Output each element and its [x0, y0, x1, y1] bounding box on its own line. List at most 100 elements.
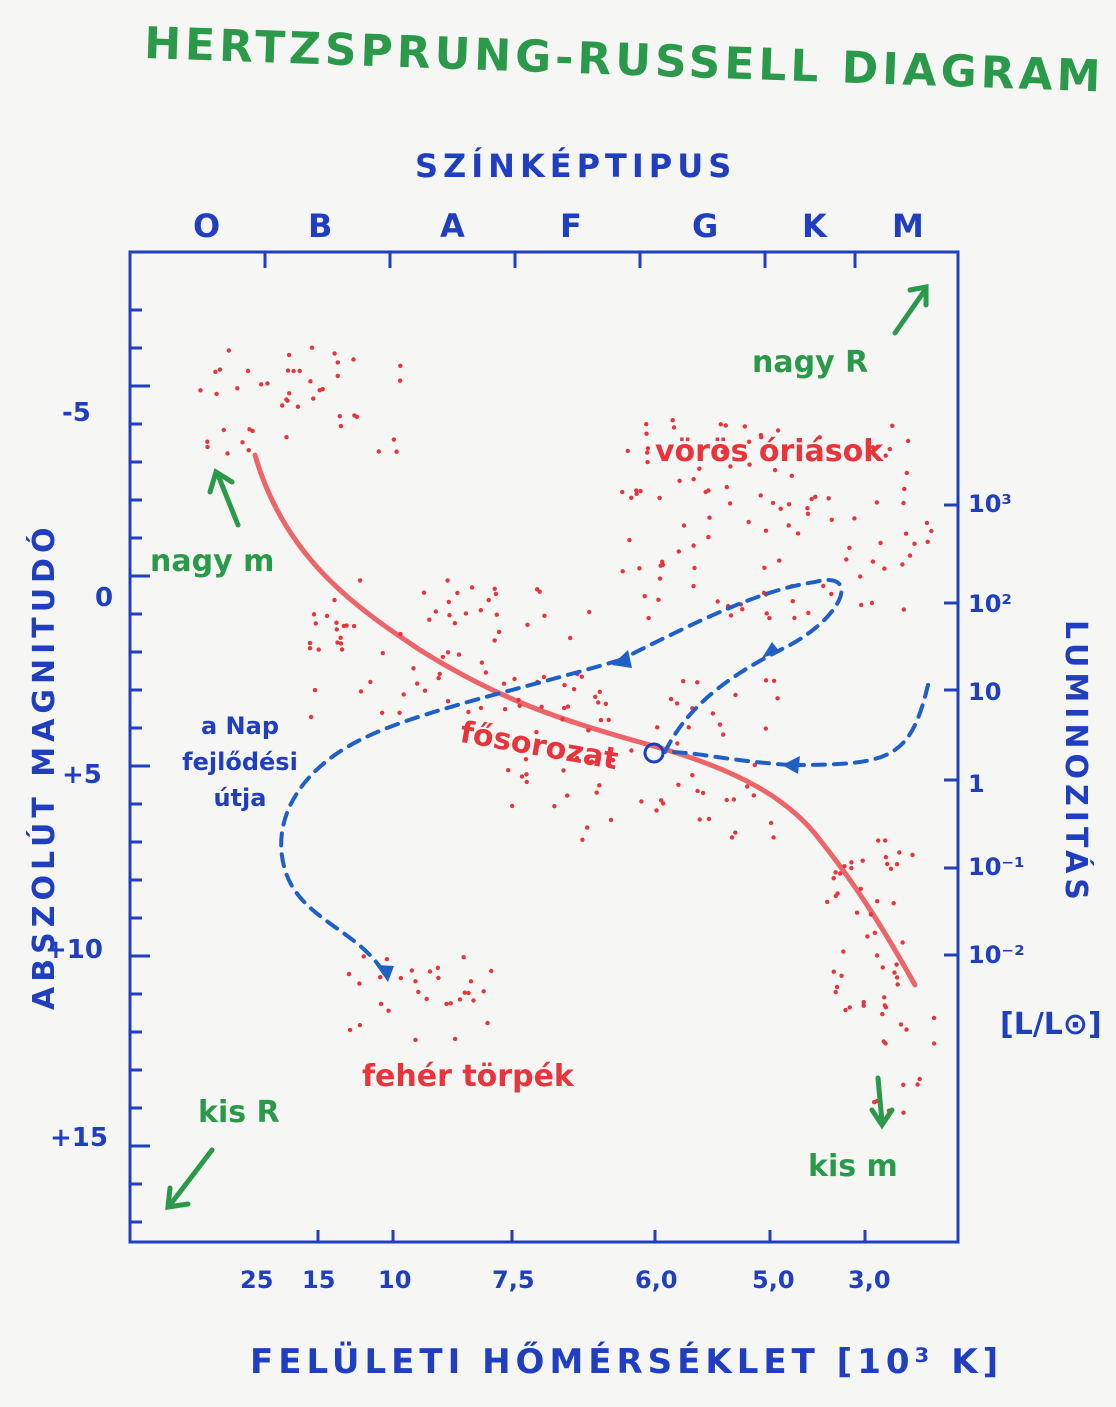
label-white-dwarfs: fehér törpék — [362, 1059, 574, 1094]
star-dot — [805, 511, 811, 516]
star-dot — [501, 681, 507, 686]
star-dot — [225, 451, 230, 456]
star-dot — [900, 562, 905, 567]
star-dot — [265, 381, 270, 386]
star-dot — [789, 473, 794, 478]
star-dot — [697, 466, 702, 471]
star-dot — [882, 566, 887, 571]
star-dot — [841, 949, 846, 954]
star-dot — [644, 431, 649, 436]
star-dot — [587, 609, 592, 615]
star-dot — [691, 477, 696, 482]
label-sun-path: a Nap fejlődési útja — [175, 708, 305, 816]
star-dot — [724, 797, 729, 803]
star-dot — [378, 975, 383, 980]
star-dot — [415, 681, 420, 686]
star-dot — [361, 954, 366, 959]
star-dot — [661, 801, 666, 806]
star-dot — [883, 838, 888, 843]
star-dot — [901, 1082, 906, 1088]
star-dot — [681, 523, 687, 528]
star-dot — [525, 622, 530, 627]
star-dot — [637, 566, 642, 571]
star-dot — [727, 501, 733, 506]
star-dot — [894, 862, 900, 867]
star-dot — [334, 627, 339, 632]
star-dot — [620, 489, 625, 495]
star-dot — [728, 613, 734, 618]
star-dot — [843, 1007, 848, 1013]
star-dot — [775, 428, 781, 433]
star-dot — [629, 748, 634, 753]
star-dot — [603, 701, 609, 706]
star-dot — [386, 1008, 391, 1013]
star-dot — [462, 990, 467, 995]
star-dot — [308, 379, 313, 384]
star-dot — [657, 495, 662, 501]
star-dot — [852, 516, 857, 521]
star-dot — [878, 540, 883, 546]
star-dot — [720, 449, 725, 455]
spectral-class-g: G — [692, 207, 719, 245]
star-dot — [351, 357, 356, 362]
star-dot — [287, 391, 292, 396]
star-dot — [809, 496, 814, 502]
star-dot — [398, 363, 403, 368]
star-dot — [904, 470, 909, 476]
star-dot — [447, 613, 452, 618]
star-dot — [910, 852, 915, 858]
star-dot — [917, 1076, 922, 1082]
star-dot — [707, 515, 712, 520]
star-dot — [295, 404, 301, 409]
luminosity-tick-1: 1 — [968, 770, 985, 798]
star-dot — [416, 989, 421, 995]
temperature-tick-10: 10 — [378, 1266, 412, 1294]
star-dot — [771, 678, 777, 683]
star-dot — [561, 705, 567, 711]
star-dot — [828, 448, 833, 453]
star-dot — [492, 638, 497, 643]
star-dot — [904, 1027, 909, 1032]
star-dot — [376, 449, 381, 454]
star-dot — [638, 488, 643, 494]
star-dot — [692, 565, 697, 571]
star-dot — [817, 435, 822, 440]
star-dot — [746, 519, 751, 525]
star-dot — [883, 1005, 889, 1010]
star-dot — [762, 565, 767, 570]
star-dot — [746, 439, 752, 444]
star-dot — [589, 759, 594, 764]
star-dot — [931, 1015, 937, 1021]
star-dot — [541, 674, 547, 680]
star-dot — [747, 462, 752, 467]
star-dot — [579, 674, 584, 679]
star-dot — [524, 779, 529, 785]
star-dot — [717, 722, 723, 727]
star-dot — [335, 640, 340, 645]
star-dot — [308, 714, 314, 720]
star-dot — [357, 981, 362, 986]
star-dot — [907, 553, 913, 558]
star-dot — [562, 682, 567, 688]
star-dot — [657, 576, 663, 581]
star-dot — [676, 549, 681, 554]
star-dot — [478, 705, 484, 711]
star-dot — [894, 962, 899, 967]
label-nagy-m: nagy m — [150, 544, 275, 579]
star-dot — [411, 666, 416, 671]
star-dot — [379, 710, 385, 715]
star-dot — [221, 427, 226, 433]
star-dot — [421, 590, 427, 595]
star-dot — [456, 652, 462, 657]
star-dot — [478, 608, 483, 613]
luminosity-tick-100: 10² — [968, 590, 1012, 618]
star-dot — [752, 762, 757, 768]
star-dot — [523, 757, 529, 762]
star-dot — [485, 1020, 490, 1026]
green-arrows — [165, 283, 929, 1210]
star-dot — [759, 435, 764, 440]
star-dot — [874, 500, 879, 505]
star-dot — [341, 623, 346, 629]
star-dot — [902, 486, 907, 492]
spectral-class-f: F — [560, 207, 582, 245]
